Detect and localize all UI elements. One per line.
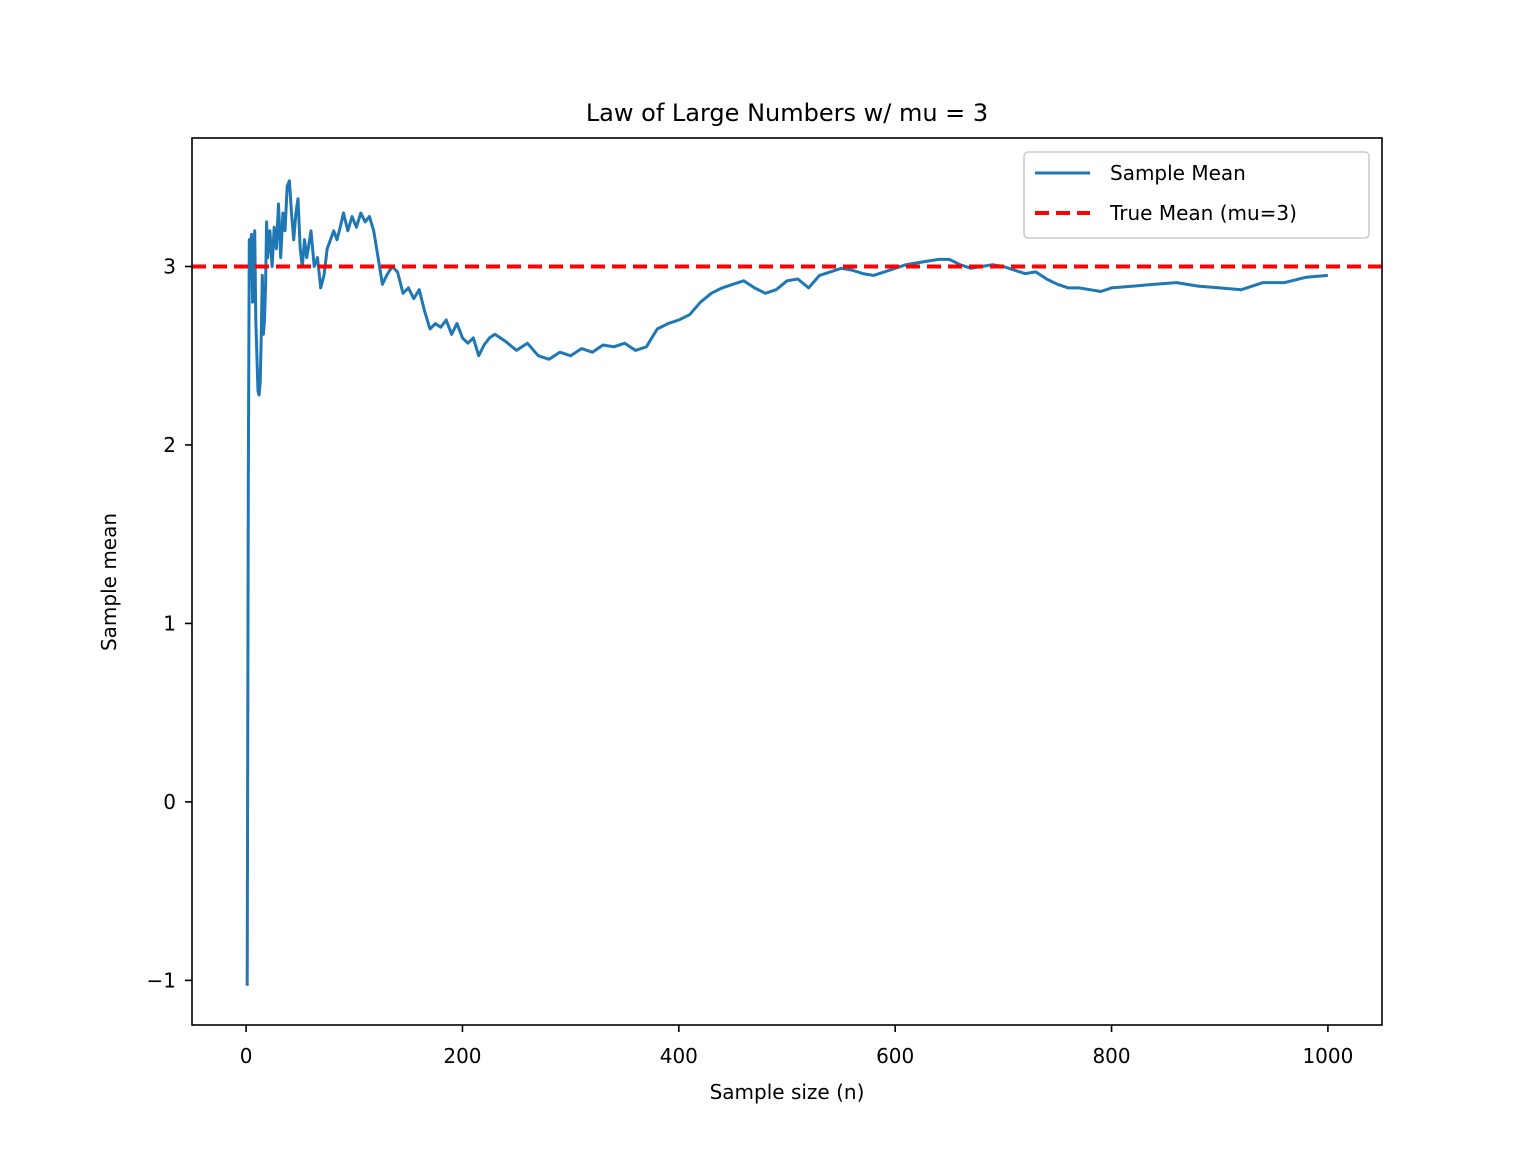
y-axis-label: Sample mean: [97, 513, 121, 651]
x-tick-label: 600: [876, 1044, 914, 1068]
y-tick-label: 0: [163, 790, 176, 814]
legend-frame: [1023, 151, 1370, 239]
x-axis-label: Sample size (n): [710, 1080, 865, 1104]
plot-frame: [191, 137, 1383, 1026]
x-tick-label: 800: [1092, 1044, 1130, 1068]
y-tick-label: −1: [147, 968, 176, 992]
x-tick-label: 1000: [1302, 1044, 1353, 1068]
x-tick-label: 0: [240, 1044, 253, 1068]
y-tick-label: 1: [163, 611, 176, 635]
x-axis: 0 200 400 600 800 1000: [240, 1025, 1353, 1068]
x-tick-label: 400: [660, 1044, 698, 1068]
legend-label-sample-mean: Sample Mean: [1110, 161, 1246, 185]
chart-title: Law of Large Numbers w/ mu = 3: [586, 99, 988, 127]
y-axis: −1 0 1 2 3: [147, 254, 192, 992]
legend: Sample Mean True Mean (mu=3): [1023, 151, 1370, 239]
sample-mean-series-line: [245, 179, 1329, 986]
legend-label-true-mean: True Mean (mu=3): [1109, 201, 1297, 225]
y-tick-label: 3: [163, 254, 176, 278]
y-tick-label: 2: [163, 433, 176, 457]
x-tick-label: 200: [443, 1044, 481, 1068]
